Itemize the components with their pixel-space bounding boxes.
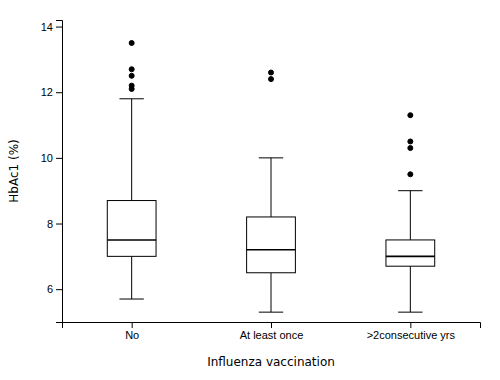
flier [408, 172, 413, 177]
y-axis-line [56, 21, 63, 323]
y-tick: 12 [41, 86, 62, 98]
x-tick-label: No [125, 329, 139, 341]
y-axis: 6 8 10 12 14 [41, 21, 63, 323]
y-tick-label: 8 [47, 218, 53, 230]
median [247, 249, 296, 251]
y-tick: 6 [47, 283, 62, 295]
whisker [271, 273, 272, 312]
box-group [247, 70, 296, 312]
flier [269, 70, 274, 75]
x-axis: No At least once >2consecutive yrs [63, 322, 481, 341]
x-axis-line [63, 323, 481, 329]
box-group [107, 40, 156, 299]
median [386, 256, 435, 258]
y-tick-label: 6 [47, 283, 53, 295]
x-tick-label: >2consecutive yrs [367, 329, 456, 341]
x-tick-label: At least once [240, 329, 304, 341]
flier [408, 146, 413, 151]
y-tick-label: 12 [41, 86, 53, 98]
whisker [131, 256, 132, 299]
chart: 6 8 10 12 14 No At least once >2consecutive yrs… [0, 0, 500, 380]
boxes [107, 40, 434, 312]
y-axis-title: HbAc1 (%) [7, 139, 21, 202]
plot-area: 6 8 10 12 14 No At least once >2consecutive yrs [41, 21, 481, 341]
whisker [271, 158, 272, 217]
box-group [386, 113, 435, 312]
whisker [410, 266, 411, 312]
x-tick: At least once [240, 322, 304, 341]
median [107, 239, 156, 241]
y-tick-label: 10 [41, 152, 53, 164]
x-tick-mark [271, 322, 272, 328]
y-tick-mark [56, 92, 62, 93]
whisker [131, 99, 132, 201]
x-tick: No [125, 322, 139, 341]
box [247, 217, 296, 273]
whisker [410, 191, 411, 240]
whisker-cap [259, 312, 283, 313]
flier [269, 77, 274, 82]
y-tick: 14 [41, 21, 62, 33]
flier [408, 139, 413, 144]
whisker-cap [259, 157, 283, 158]
flier [408, 113, 413, 118]
x-tick-mark [132, 322, 133, 328]
y-tick: 10 [41, 152, 62, 164]
y-tick-mark [56, 289, 62, 290]
x-tick: >2consecutive yrs [367, 322, 456, 341]
box [386, 240, 435, 266]
y-tick-mark [56, 158, 62, 159]
whisker-cap [398, 312, 422, 313]
x-tick-mark [410, 322, 411, 328]
y-tick-mark [56, 224, 62, 225]
flier [129, 40, 134, 45]
flier [129, 73, 134, 78]
flier [129, 83, 134, 88]
y-tick-mark [56, 27, 62, 28]
flier [129, 67, 134, 72]
x-axis-title: Influenza vaccination [207, 355, 335, 369]
whisker-cap [398, 190, 422, 191]
box [107, 201, 156, 257]
whisker-cap [119, 299, 143, 300]
y-tick: 8 [47, 218, 62, 230]
y-tick-label: 14 [41, 21, 53, 33]
whisker-cap [119, 98, 143, 99]
